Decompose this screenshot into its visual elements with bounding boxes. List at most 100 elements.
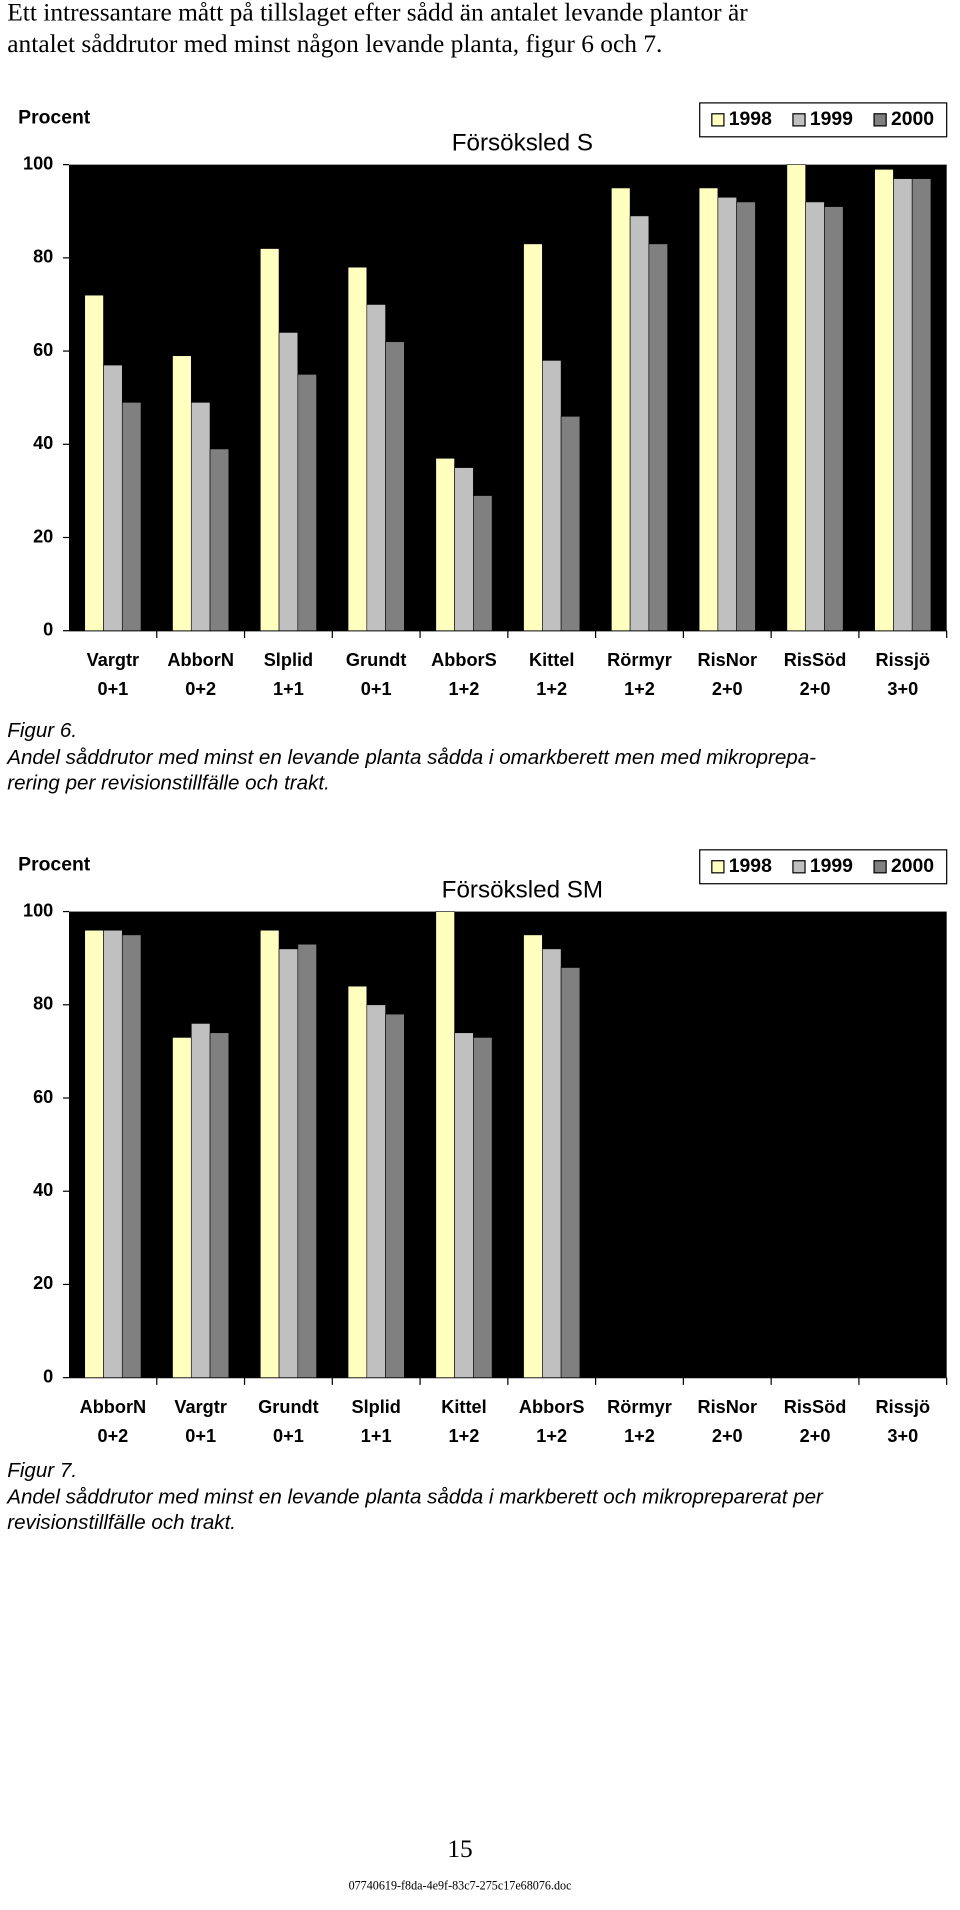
bar bbox=[297, 943, 317, 1378]
footer: 07740619-f8da-4e9f-83c7-275c17e68076.doc bbox=[348, 1880, 572, 1894]
legend-swatch bbox=[873, 860, 887, 874]
y-tick-label: 40 bbox=[33, 1180, 53, 1200]
bar bbox=[278, 948, 299, 1378]
bar bbox=[435, 911, 455, 1378]
bar bbox=[121, 934, 142, 1378]
bar bbox=[454, 467, 474, 632]
legend-swatch bbox=[873, 113, 887, 127]
bar bbox=[542, 948, 562, 1378]
bar bbox=[84, 294, 104, 632]
bar bbox=[172, 355, 192, 632]
bar bbox=[473, 495, 493, 632]
page-number: 15 bbox=[447, 1834, 473, 1864]
bar bbox=[209, 1032, 230, 1378]
bar bbox=[911, 178, 932, 632]
intro-line: Ett intressantare mått på tillslaget eft… bbox=[7, 0, 748, 27]
bar bbox=[103, 929, 123, 1378]
y-axis-label: Procent bbox=[18, 107, 91, 129]
bar bbox=[435, 457, 455, 632]
y-tick-label: 20 bbox=[33, 1273, 53, 1293]
y-axis-label: Procent bbox=[18, 854, 91, 876]
bar bbox=[560, 416, 581, 632]
bar bbox=[103, 364, 123, 632]
legend-label: 1999 bbox=[810, 855, 853, 877]
bar bbox=[611, 187, 631, 632]
figure-caption: revisionstillfälle och trakt. bbox=[7, 1510, 237, 1534]
x-tick-label: Rissjö 3+0 bbox=[875, 650, 931, 700]
bar bbox=[523, 243, 543, 632]
bar bbox=[473, 1037, 493, 1378]
y-tick-label: 100 bbox=[23, 900, 53, 920]
chart-title: Försöksled S bbox=[452, 129, 593, 156]
legend-swatch bbox=[792, 113, 806, 127]
bar bbox=[84, 929, 104, 1378]
bar bbox=[454, 1032, 474, 1378]
bar bbox=[560, 967, 581, 1378]
x-tick-label: Slplid 1+1 bbox=[351, 1397, 401, 1447]
x-tick-label: RisSöd 2+0 bbox=[783, 1397, 847, 1447]
bar bbox=[209, 448, 230, 632]
x-tick-label: Rörmyr 1+2 bbox=[607, 1397, 672, 1447]
y-tick-label: 40 bbox=[33, 433, 53, 453]
bar bbox=[698, 187, 719, 632]
bar bbox=[874, 168, 894, 632]
legend-swatch bbox=[711, 113, 725, 127]
bar bbox=[786, 164, 806, 632]
bar bbox=[190, 1023, 211, 1378]
bar bbox=[824, 206, 844, 632]
x-tick-label: Kittel 1+2 bbox=[529, 650, 575, 700]
y-tick-label: 60 bbox=[33, 340, 53, 360]
bar bbox=[385, 1013, 405, 1378]
bar bbox=[805, 201, 825, 632]
x-tick-label: AbborS 1+2 bbox=[518, 1397, 585, 1447]
legend-swatch bbox=[711, 860, 725, 874]
intro-line: antalet såddrutor med minst någon levand… bbox=[7, 29, 663, 59]
legend-box bbox=[699, 102, 948, 138]
x-tick-label: RisSöd 2+0 bbox=[783, 650, 847, 700]
bar bbox=[385, 341, 405, 632]
x-tick-label: Kittel 1+2 bbox=[441, 1397, 487, 1447]
x-tick-label: Grundt 0+1 bbox=[345, 650, 407, 700]
x-tick-label: RisNor 2+0 bbox=[697, 650, 758, 700]
x-tick-label: Rörmyr 1+2 bbox=[607, 650, 672, 700]
y-tick-label: 100 bbox=[23, 153, 53, 173]
bar bbox=[297, 374, 317, 632]
bar bbox=[366, 1004, 386, 1378]
x-tick-label: Grundt 0+1 bbox=[258, 1397, 319, 1447]
y-tick-label: 0 bbox=[43, 620, 53, 640]
x-tick-label: Rissjö 3+0 bbox=[875, 1397, 931, 1447]
bar bbox=[259, 929, 280, 1378]
bar bbox=[278, 332, 299, 632]
bar bbox=[172, 1037, 192, 1378]
bar bbox=[523, 934, 543, 1378]
x-tick-label: AbborN 0+2 bbox=[167, 650, 234, 700]
bar bbox=[347, 266, 368, 632]
figure-caption: rering per revisionstillfälle och trakt. bbox=[7, 771, 330, 795]
legend-label: 2000 bbox=[891, 108, 934, 130]
x-tick-label: AbborN 0+2 bbox=[79, 1397, 147, 1447]
bar bbox=[190, 402, 211, 632]
bar bbox=[736, 201, 756, 632]
bar bbox=[893, 178, 913, 632]
figure-label: Figur 7. bbox=[7, 1458, 78, 1482]
y-tick-label: 60 bbox=[33, 1087, 53, 1107]
x-tick-label: Slplid 1+1 bbox=[263, 650, 314, 700]
y-tick-label: 80 bbox=[33, 247, 53, 267]
legend-label: 2000 bbox=[891, 855, 934, 877]
figure-label: Figur 6. bbox=[7, 719, 78, 743]
x-tick-label: Vargtr 0+1 bbox=[86, 650, 140, 700]
bar bbox=[542, 360, 562, 632]
bar bbox=[366, 304, 386, 632]
x-tick-label: RisNor 2+0 bbox=[697, 1397, 758, 1447]
chart-title: Försöksled SM bbox=[442, 876, 603, 903]
bar bbox=[629, 215, 650, 632]
legend-label: 1998 bbox=[729, 855, 772, 877]
figure-caption: Andel såddrutor med minst en levande pla… bbox=[7, 745, 817, 769]
legend-label: 1998 bbox=[729, 108, 772, 130]
bar bbox=[259, 248, 280, 632]
y-tick-label: 80 bbox=[33, 994, 53, 1014]
x-tick-label: Vargtr 0+1 bbox=[174, 1397, 227, 1447]
legend-label: 1999 bbox=[810, 108, 853, 130]
